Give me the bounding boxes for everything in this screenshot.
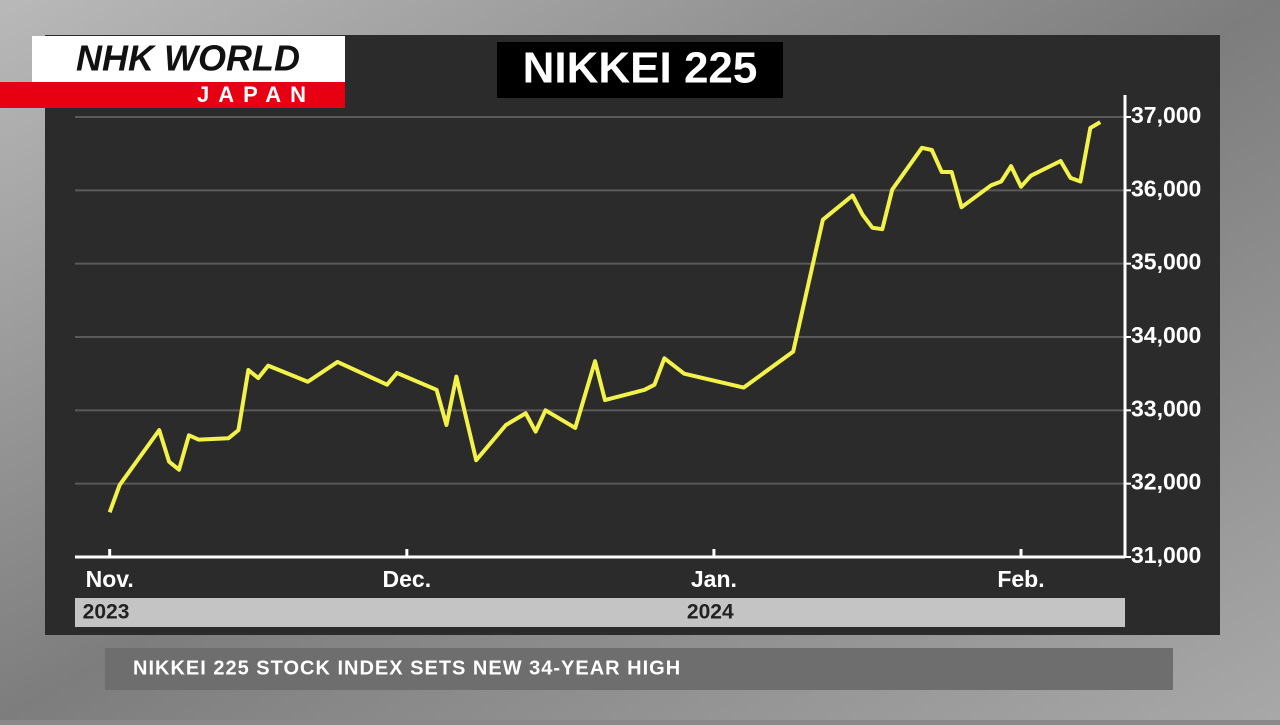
y-tick-label: 37,000 — [1131, 102, 1201, 128]
year-label: 2023 — [83, 601, 130, 624]
chart-title: NIKKEI 225 — [523, 44, 758, 93]
y-tick-label: 31,000 — [1131, 542, 1201, 568]
x-tick-label: Nov. — [86, 566, 134, 592]
y-tick-label: 36,000 — [1131, 175, 1201, 201]
logo-text: NHK WORLD — [76, 38, 300, 79]
x-tick-label: Feb. — [997, 566, 1044, 592]
y-tick-label: 34,000 — [1131, 322, 1201, 348]
caption-bar — [105, 648, 1173, 690]
plot: 31,000 32,000 33,000 34,000 35,000 36,000 37,0… — [75, 95, 1201, 624]
logo-bar — [0, 82, 345, 108]
x-tick-label: Dec. — [383, 566, 432, 592]
chart-panel — [45, 35, 1220, 635]
logo-box — [32, 36, 345, 82]
year-band — [75, 598, 1125, 627]
caption: NIKKEI 225 STOCK INDEX SETS NEW 34-YEAR … — [133, 657, 681, 679]
title-box — [497, 42, 783, 98]
data-line — [107, 120, 1102, 513]
logo-sub: JAPAN — [197, 82, 315, 107]
y-tick-label: 33,000 — [1131, 395, 1201, 421]
y-tick-label: 35,000 — [1131, 249, 1201, 275]
year-label: 2024 — [687, 601, 734, 624]
y-tick-label: 32,000 — [1131, 469, 1201, 495]
x-tick-label: Jan. — [691, 566, 737, 592]
